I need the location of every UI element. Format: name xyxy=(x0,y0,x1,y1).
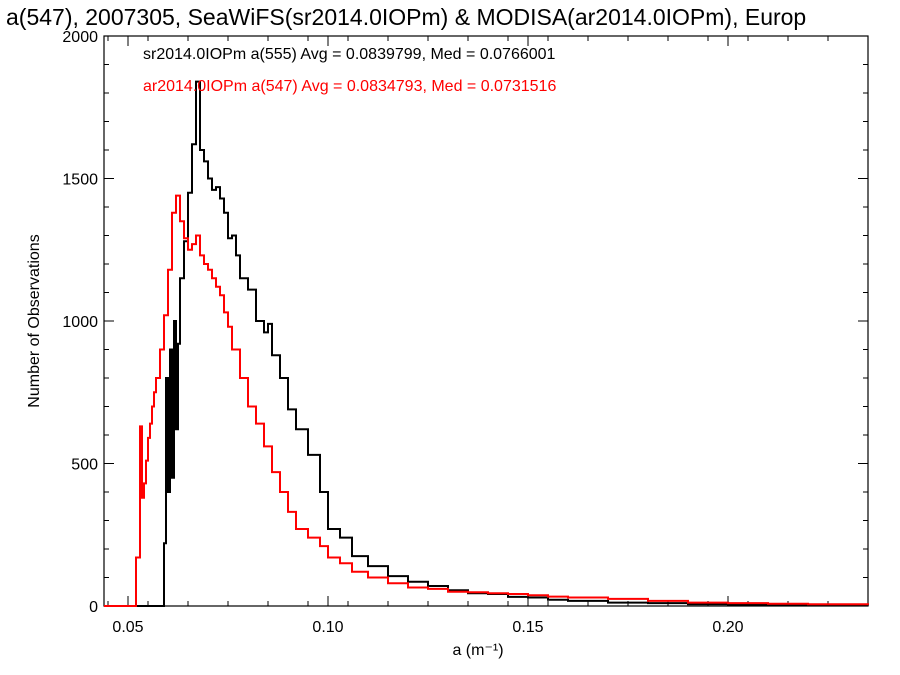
series-line-0 xyxy=(104,80,869,607)
y-tick-label: 1500 xyxy=(62,172,98,189)
x-tick-label: 0.05 xyxy=(112,619,143,636)
plot-frame xyxy=(103,35,869,607)
legend: sr2014.0IOPm a(555) Avg = 0.0839799, Med… xyxy=(143,46,556,95)
legend-entry-series-1: ar2014.0IOPm a(547) Avg = 0.0834793, Med… xyxy=(143,78,556,95)
y-axis-label: Number of Observations xyxy=(26,234,43,407)
axis-ticks: 0.05 0.10 0.15 0.20 0 500 1000 1500 2000 xyxy=(62,29,868,636)
x-tick-label: 0.10 xyxy=(312,619,343,636)
x-tick-label: 0.15 xyxy=(512,619,543,636)
y-tick-label: 0 xyxy=(89,599,98,616)
chart-title: a(547), 2007305, SeaWiFS(sr2014.0IOPm) &… xyxy=(6,4,807,30)
legend-entry-series-0: sr2014.0IOPm a(555) Avg = 0.0839799, Med… xyxy=(143,46,556,63)
series-lines xyxy=(104,80,869,607)
x-tick-label: 0.20 xyxy=(712,619,743,636)
series-line-1 xyxy=(104,194,869,607)
y-tick-label: 1000 xyxy=(62,314,98,331)
y-tick-label: 500 xyxy=(71,457,98,474)
y-tick-label: 2000 xyxy=(62,29,98,46)
x-axis-label: a (m⁻¹) xyxy=(452,642,503,659)
